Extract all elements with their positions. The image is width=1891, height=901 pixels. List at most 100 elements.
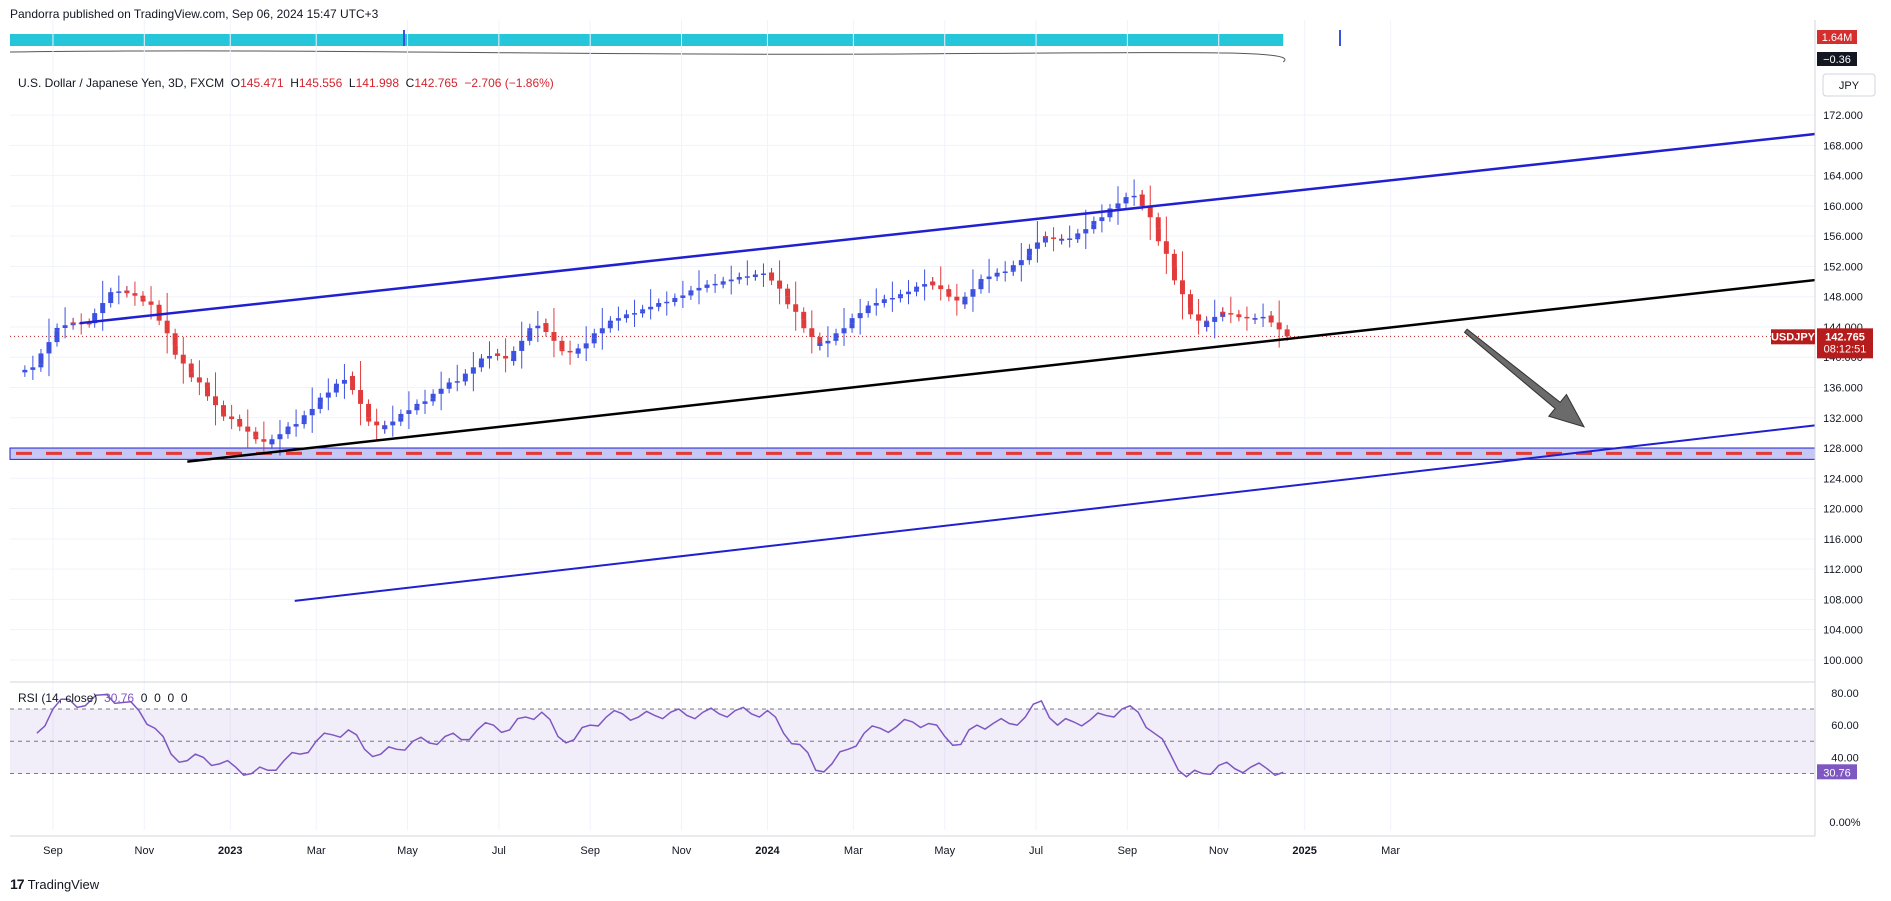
price-axis[interactable]: 100.000 104.000 108.000 112.000 116.000 120.0…	[1823, 110, 1863, 667]
close-value: 142.765	[414, 76, 457, 90]
candle-body	[898, 294, 903, 297]
currency-button[interactable]: JPY	[1823, 74, 1875, 96]
candle-body	[672, 298, 677, 301]
rsi-legend-zero-3: 0	[167, 691, 174, 705]
candle-body	[358, 390, 363, 404]
candle-body	[1277, 323, 1282, 330]
rsi-axis[interactable]: 0.00% 40.00 60.00 80.00	[1829, 688, 1860, 829]
candle-body	[1236, 316, 1241, 318]
candle-body	[390, 422, 395, 426]
candle-body	[946, 293, 951, 297]
candle-body	[696, 288, 701, 291]
time-tick-label: Nov	[135, 845, 155, 857]
candle-body	[930, 282, 935, 286]
candle-body	[713, 284, 718, 286]
price-tick-label: 116.000	[1824, 534, 1863, 546]
candle-body	[1027, 249, 1032, 255]
candle-body	[141, 298, 146, 301]
candle-body	[777, 281, 782, 289]
candle-body	[318, 398, 323, 403]
candle-body	[221, 414, 226, 417]
candle-body	[664, 302, 669, 304]
tradingview-footer[interactable]: 17 TradingView	[10, 876, 99, 892]
candle-body	[656, 303, 661, 305]
candle-body	[326, 393, 331, 398]
rsi-value-badge: 30.76	[1817, 764, 1857, 779]
candle-body	[1067, 238, 1072, 240]
arrow-shape	[1465, 329, 1584, 427]
candle-body	[197, 377, 202, 382]
price-tick-label: 100.000	[1823, 655, 1863, 667]
svg-text:1.64M: 1.64M	[1822, 32, 1853, 44]
time-tick-label: Jul	[492, 845, 506, 857]
candle-body	[1164, 241, 1169, 254]
price-tick-label: 148.000	[1823, 292, 1863, 304]
candle-body	[1269, 316, 1274, 323]
candle-body	[63, 325, 68, 328]
candle-body	[350, 376, 355, 390]
time-axis[interactable]: Sep Nov 2023 Mar May Jul Sep Nov 2024 Mar May Jul Se…	[43, 845, 1400, 857]
candle-body	[38, 353, 43, 364]
candle-body	[173, 346, 178, 355]
svg-text:JPY: JPY	[1839, 80, 1860, 92]
candle-body	[181, 355, 186, 364]
price-tick-label: 164.000	[1823, 171, 1863, 183]
rsi-tick-label: 0.00%	[1829, 817, 1860, 829]
candle-body	[294, 424, 299, 427]
candle-body	[527, 328, 532, 331]
candle-body	[406, 410, 411, 414]
candlestick-series[interactable]	[22, 179, 1289, 455]
candle-body	[1140, 195, 1145, 206]
mid-trendline[interactable]	[187, 280, 1815, 462]
high-value: 145.556	[299, 76, 342, 90]
symbol-legend[interactable]: U.S. Dollar / Japanese Yen, 3D, FXCM O14…	[18, 76, 554, 90]
time-tick-label: 2023	[218, 845, 242, 857]
candle-body	[471, 367, 476, 373]
high-label: H	[290, 76, 299, 90]
candle-body	[1285, 329, 1290, 336]
candle-body	[535, 326, 540, 329]
candle-body	[1180, 280, 1185, 294]
candle-body	[479, 358, 484, 361]
candle-body	[1035, 242, 1040, 248]
time-tick-label: May	[397, 845, 418, 857]
candle-body	[995, 273, 1000, 275]
price-tick-label: 124.000	[1823, 473, 1863, 485]
candle-body	[1196, 314, 1201, 320]
candle-body	[398, 414, 403, 418]
candle-body	[487, 356, 492, 359]
candle-body	[970, 289, 975, 297]
candle-body	[729, 280, 734, 282]
candle-body	[954, 297, 959, 301]
price-tick-label: 112.000	[1824, 564, 1863, 576]
rsi-legend-zero-4: 0	[181, 691, 188, 705]
candle-body	[1083, 229, 1088, 233]
candle-body	[608, 321, 613, 324]
volume-badge: 1.64M	[1817, 30, 1857, 44]
candle-body	[334, 384, 339, 388]
candle-body	[366, 418, 371, 422]
rsi-legend[interactable]: RSI (14, close) 30.76 0 0 0 0	[18, 691, 188, 705]
candle-body	[455, 381, 460, 383]
candle-body	[817, 343, 822, 346]
candle-body	[100, 303, 105, 313]
candle-body	[261, 439, 266, 442]
svg-text:142.765: 142.765	[1825, 331, 1865, 343]
down-arrow-annotation[interactable]	[1465, 329, 1584, 427]
candle-body	[592, 333, 597, 338]
candle-body	[616, 318, 621, 321]
candle-body	[801, 319, 806, 328]
support-zone[interactable]	[10, 448, 1815, 459]
candle-body	[511, 351, 516, 361]
time-tick-label: Sep	[1118, 845, 1138, 857]
time-tick-label: Mar	[1381, 845, 1400, 857]
price-tick-label: 120.000	[1823, 504, 1863, 516]
open-label: O	[231, 76, 240, 90]
candle-body	[374, 422, 379, 426]
tradingview-brand: TradingView	[28, 877, 100, 892]
candle-body	[1059, 239, 1064, 241]
volume-area	[10, 34, 1283, 46]
candle-body	[55, 328, 60, 331]
candle-body	[463, 374, 468, 380]
